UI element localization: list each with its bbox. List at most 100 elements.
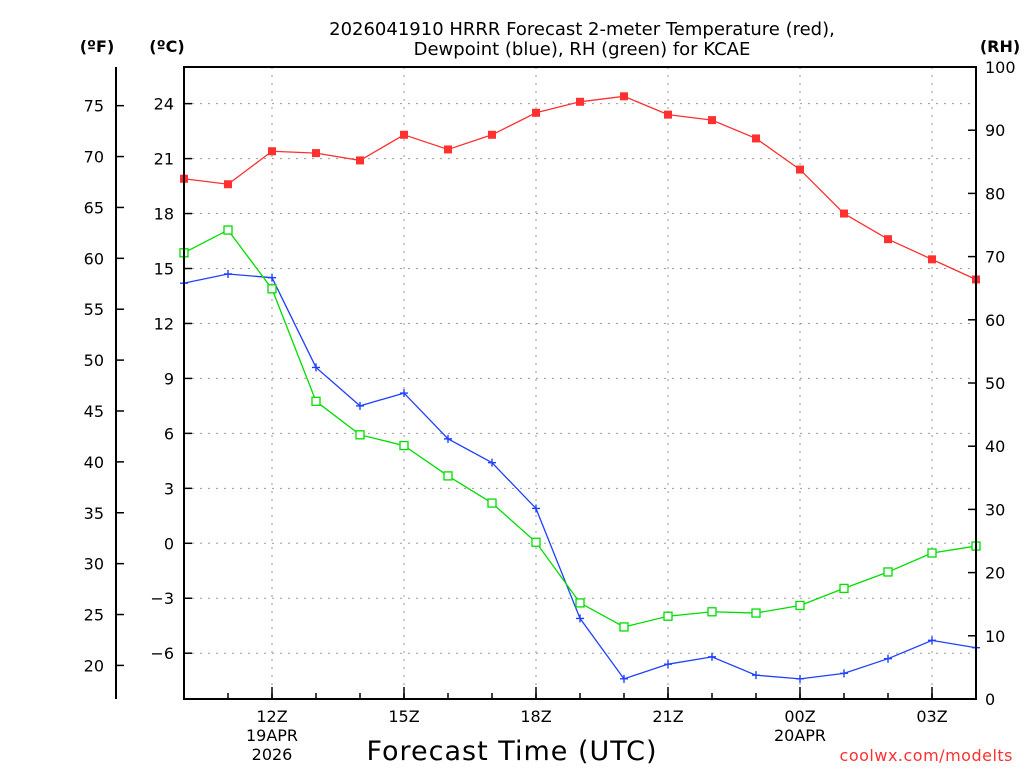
celsius-tick-label: −6 <box>150 644 174 663</box>
celsius-tick-label: −3 <box>150 589 174 608</box>
celsius-tick-label: 0 <box>164 534 174 553</box>
rh-point <box>575 598 585 608</box>
chart-title-line1: 2026041910 HRRR Forecast 2-meter Tempera… <box>329 19 835 40</box>
temperature-point <box>356 156 364 165</box>
fahrenheit-tick-label: 30 <box>84 555 104 574</box>
celsius-tick-label: 9 <box>164 369 174 388</box>
rh-point <box>883 567 893 577</box>
temperature-point <box>444 145 452 154</box>
temperature-point <box>224 180 232 189</box>
rh-tick-label: 50 <box>985 374 1005 393</box>
fahrenheit-tick-label: 55 <box>84 300 104 319</box>
fahrenheit-tick-label: 20 <box>84 656 104 675</box>
celsius-tick-label: 24 <box>154 95 174 114</box>
dewpoint-point <box>268 273 276 282</box>
temperature-line <box>183 95 977 281</box>
celsius-tick-label: 3 <box>164 479 174 498</box>
rh-tick-label: 70 <box>985 248 1005 267</box>
fahrenheit-tick-label: 70 <box>84 148 104 167</box>
dewpoint-point <box>840 669 848 678</box>
x-tick-label: 21Z <box>652 707 683 726</box>
celsius-unit-label: (ºC) <box>149 37 184 56</box>
dewpoint-point <box>576 614 584 623</box>
x-tick-label: 03Z <box>916 707 947 726</box>
x-tick-label: 15Z <box>388 707 419 726</box>
dewpoint-point <box>400 389 408 398</box>
rh-tick-label: 0 <box>985 690 995 709</box>
rh-point <box>399 440 409 451</box>
dewpoint-point <box>532 504 540 513</box>
fahrenheit-tick-label: 65 <box>84 198 104 217</box>
dewpoint-point <box>884 654 892 663</box>
celsius-tick-label: 21 <box>154 150 174 169</box>
rh-unit-label: (RH) <box>980 37 1020 56</box>
rh-point <box>531 537 541 547</box>
rh-line <box>183 229 977 628</box>
x-tick-date-label: 20APR <box>774 726 826 745</box>
x-tick-label: 12Z <box>256 707 287 726</box>
rh-tick-label: 40 <box>985 437 1005 456</box>
fahrenheit-tick-label: 35 <box>84 504 104 523</box>
rh-point <box>839 583 849 594</box>
dewpoint-point <box>752 671 760 680</box>
rh-point <box>927 548 937 558</box>
x-tick-year-label: 2026 <box>252 745 293 764</box>
fahrenheit-tick-label: 60 <box>84 249 104 268</box>
temperature-point <box>312 149 320 158</box>
dewpoint-point <box>620 674 628 683</box>
fahrenheit-tick-label: 45 <box>84 402 104 421</box>
credit-text: coolwx.com/modelts <box>840 746 1013 765</box>
temperature-point <box>752 134 760 143</box>
dewpoint-point <box>928 636 936 645</box>
rh-point <box>751 608 761 618</box>
rh-point <box>795 600 805 611</box>
celsius-tick-label: 18 <box>154 205 174 224</box>
dewpoint-point <box>796 674 804 683</box>
rh-point <box>619 622 629 632</box>
rh-point <box>311 396 321 406</box>
series-layer <box>179 92 981 683</box>
fahrenheit-tick-label: 40 <box>84 453 104 472</box>
temperature-point <box>532 108 540 117</box>
rh-point <box>707 607 717 617</box>
rh-point <box>223 225 233 235</box>
rh-tick-label: 90 <box>985 121 1005 140</box>
axis-ticks: 24211815129630−3−67570656055504540353025… <box>84 58 1016 764</box>
dewpoint-point <box>444 434 452 443</box>
temperature-point <box>928 255 936 264</box>
dewpoint-point <box>312 363 320 372</box>
chart-title-line2: Dewpoint (blue), RH (green) for KCAE <box>414 39 751 60</box>
fahrenheit-tick-label: 25 <box>84 606 104 625</box>
temperature-point <box>664 110 672 119</box>
dewpoint-point <box>488 458 496 467</box>
rh-point <box>663 611 673 621</box>
rh-tick-label: 100 <box>985 58 1016 77</box>
celsius-tick-label: 15 <box>154 260 174 279</box>
celsius-tick-label: 12 <box>154 314 174 333</box>
temperature-point <box>620 92 628 101</box>
temperature-point <box>400 130 408 139</box>
x-axis-label: Forecast Time (UTC) <box>366 736 657 767</box>
rh-point <box>487 498 497 508</box>
temperature-point <box>840 209 848 218</box>
dewpoint-point <box>224 270 232 279</box>
temperature-point <box>796 165 804 174</box>
rh-tick-label: 30 <box>985 500 1005 519</box>
rh-point <box>355 430 365 440</box>
fahrenheit-unit-label: (ºF) <box>80 37 115 56</box>
rh-tick-label: 60 <box>985 311 1005 330</box>
temperature-point <box>488 130 496 139</box>
celsius-tick-label: 6 <box>164 424 174 443</box>
x-tick-date-label: 19APR <box>246 726 298 745</box>
x-tick-label: 00Z <box>784 707 815 726</box>
dewpoint-point <box>356 401 364 410</box>
temperature-point <box>576 97 584 106</box>
rh-point <box>443 471 453 481</box>
fahrenheit-tick-label: 75 <box>84 97 104 116</box>
dewpoint-point <box>708 652 716 661</box>
rh-tick-label: 20 <box>985 564 1005 583</box>
rh-tick-label: 80 <box>985 184 1005 203</box>
rh-tick-label: 10 <box>985 627 1005 646</box>
x-tick-label: 18Z <box>520 707 551 726</box>
